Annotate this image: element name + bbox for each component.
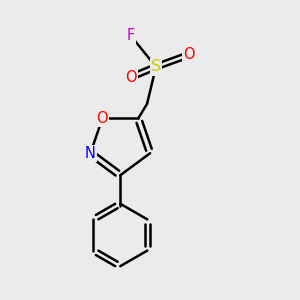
Text: S: S [151, 59, 161, 74]
Text: F: F [127, 28, 135, 43]
Text: N: N [85, 146, 96, 161]
Text: O: O [125, 70, 136, 85]
Text: O: O [97, 111, 108, 126]
Text: O: O [183, 47, 194, 62]
